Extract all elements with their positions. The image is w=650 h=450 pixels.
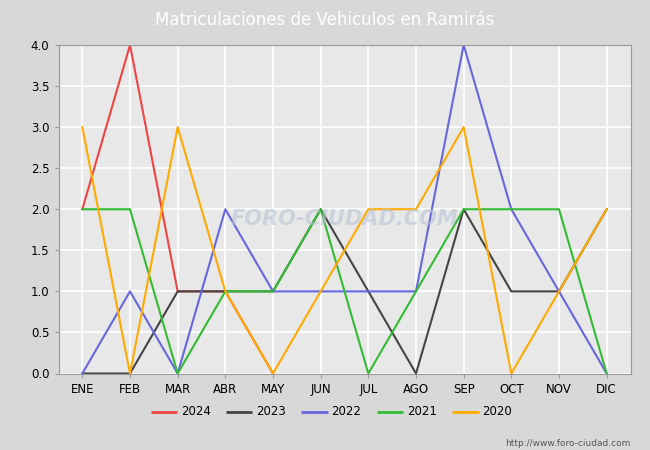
Text: http://www.foro-ciudad.com: http://www.foro-ciudad.com [505, 439, 630, 448]
Text: 2023: 2023 [256, 405, 286, 418]
Text: 2021: 2021 [407, 405, 437, 418]
Text: FORO-CIUDAD.COM: FORO-CIUDAD.COM [231, 209, 458, 229]
Text: 2020: 2020 [482, 405, 512, 418]
Text: Matriculaciones de Vehiculos en Ramirás: Matriculaciones de Vehiculos en Ramirás [155, 11, 495, 29]
Text: 2022: 2022 [332, 405, 361, 418]
Text: 2024: 2024 [181, 405, 211, 418]
